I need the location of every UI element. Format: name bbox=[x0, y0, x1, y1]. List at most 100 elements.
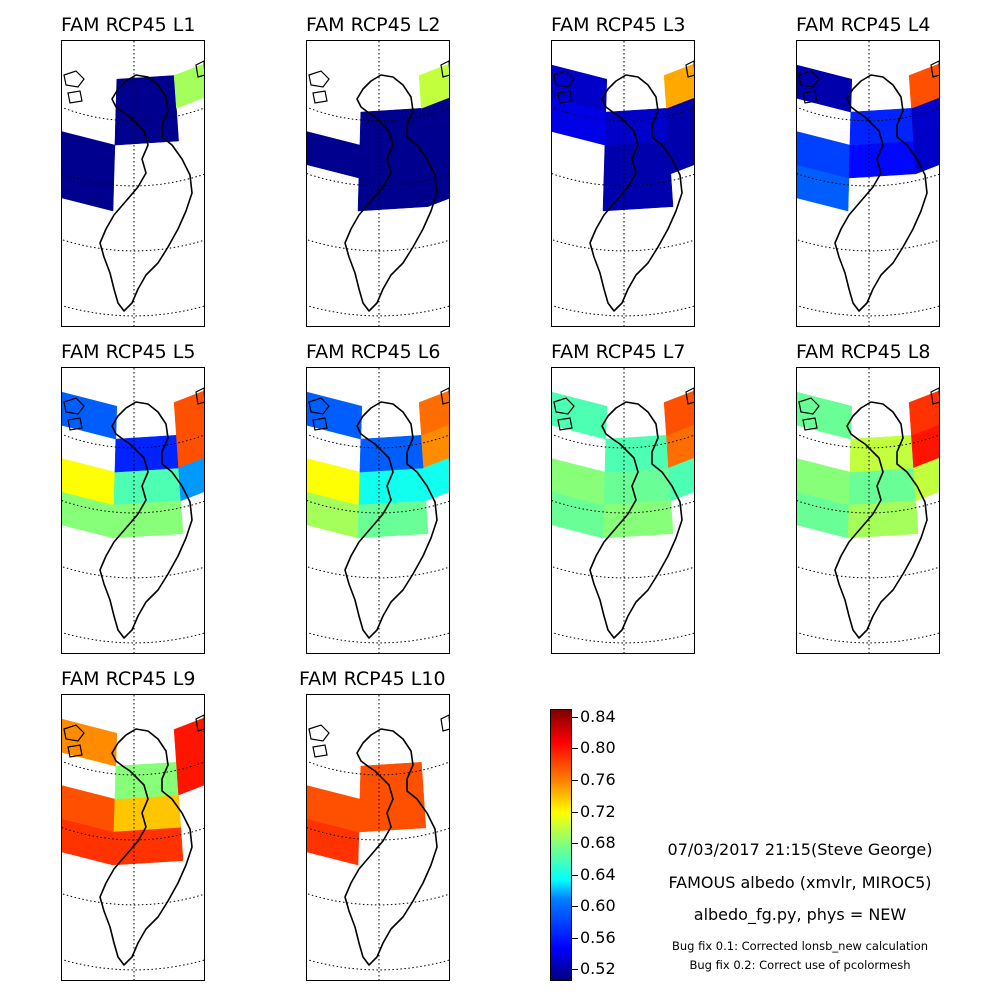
map-svg bbox=[552, 368, 694, 653]
albedo-cell bbox=[847, 500, 919, 539]
island-outline bbox=[308, 70, 330, 88]
latitude-line bbox=[797, 566, 939, 579]
map-plot bbox=[61, 367, 205, 654]
greenland-coastline bbox=[589, 401, 683, 639]
island-outline bbox=[67, 744, 83, 758]
map-svg bbox=[797, 368, 939, 653]
map-plot bbox=[306, 694, 450, 981]
island-outline bbox=[802, 90, 818, 104]
island-outline bbox=[195, 714, 204, 732]
albedo-cell bbox=[797, 64, 853, 113]
colorbar-tick bbox=[572, 748, 578, 750]
greenland-coastline bbox=[99, 74, 193, 312]
albedo-cell bbox=[552, 391, 608, 440]
panel-title: FAM RCP45 L2 bbox=[306, 14, 441, 36]
map-plot bbox=[551, 40, 695, 327]
island-outline bbox=[553, 70, 575, 88]
albedo-cell bbox=[176, 424, 204, 469]
albedo-cell bbox=[911, 97, 939, 142]
albedo-cell bbox=[663, 390, 694, 436]
colorbar-tick bbox=[572, 843, 578, 844]
island-outline bbox=[930, 60, 939, 78]
panel-title: FAM RCP45 L5 bbox=[61, 341, 196, 363]
albedo-cell bbox=[173, 390, 204, 436]
island-outline bbox=[930, 387, 939, 405]
albedo-cell bbox=[62, 391, 118, 440]
map-svg bbox=[62, 368, 204, 653]
map-svg bbox=[552, 41, 694, 326]
albedo-cell bbox=[908, 63, 939, 109]
island-outline bbox=[312, 744, 328, 758]
greenland-coastline bbox=[344, 728, 438, 966]
albedo-cell bbox=[307, 391, 363, 440]
island-outline bbox=[63, 70, 85, 88]
island-outline bbox=[798, 70, 820, 88]
map-plot bbox=[306, 367, 450, 654]
albedo-cell bbox=[357, 500, 429, 539]
albedo-cell bbox=[176, 751, 204, 796]
panel-title: FAM RCP45 L6 bbox=[306, 341, 441, 363]
map-svg bbox=[307, 368, 449, 653]
colorbar-tick bbox=[572, 780, 578, 781]
latitude-line bbox=[307, 239, 449, 252]
panel-title: FAM RCP45 L7 bbox=[551, 341, 686, 363]
latitude-line bbox=[307, 566, 449, 579]
map-plot bbox=[551, 367, 695, 654]
island-outline bbox=[195, 387, 204, 405]
panel-title: FAM RCP45 L1 bbox=[61, 14, 196, 36]
albedo-cell bbox=[602, 173, 674, 212]
latitude-line bbox=[797, 239, 939, 252]
greenland-coastline bbox=[834, 401, 928, 639]
colorbar-tick-label: 0.76 bbox=[580, 770, 616, 789]
island-outline bbox=[308, 724, 330, 742]
colorbar-tick-label: 0.60 bbox=[580, 896, 616, 916]
greenland-coastline bbox=[834, 74, 928, 312]
colorbar-tick-label: 0.72 bbox=[580, 801, 616, 821]
colorbar bbox=[550, 709, 572, 981]
script-text: albedo_fg.py, phys = NEW bbox=[693, 905, 907, 924]
albedo-cell bbox=[425, 164, 449, 207]
island-outline bbox=[440, 60, 449, 78]
panel-title: FAM RCP45 L3 bbox=[551, 14, 686, 36]
map-plot bbox=[796, 367, 940, 654]
latitude-line bbox=[307, 893, 449, 906]
colorbar-tick bbox=[572, 811, 578, 813]
map-svg bbox=[62, 41, 204, 326]
latitude-line bbox=[552, 566, 694, 579]
albedo-cell bbox=[663, 63, 694, 109]
island-outline bbox=[63, 724, 85, 742]
albedo-cell bbox=[421, 424, 449, 469]
albedo-cell bbox=[307, 131, 361, 179]
colorbar-tick-label: 0.64 bbox=[580, 864, 616, 884]
map-svg bbox=[307, 41, 449, 326]
colorbar-tick bbox=[572, 969, 578, 971]
map-svg bbox=[797, 41, 939, 326]
map-svg bbox=[62, 695, 204, 980]
albedo-cell bbox=[62, 718, 118, 767]
island-outline bbox=[685, 387, 694, 405]
latitude-line bbox=[62, 239, 204, 252]
island-outline bbox=[67, 90, 83, 104]
island-outline bbox=[798, 397, 820, 415]
island-outline bbox=[553, 397, 575, 415]
map-plot bbox=[306, 40, 450, 327]
greenland-coastline bbox=[99, 728, 193, 966]
panel-title: FAM RCP45 L8 bbox=[796, 341, 931, 363]
island-outline bbox=[557, 90, 573, 104]
colorbar-tick-label: 0.84 bbox=[580, 706, 616, 726]
island-outline bbox=[312, 417, 328, 431]
panel-title: FAM RCP45 L10 bbox=[299, 668, 446, 690]
colorbar-tick bbox=[572, 906, 578, 908]
albedo-cell bbox=[602, 500, 674, 539]
colorbar-tick-label: 0.68 bbox=[580, 833, 616, 852]
island-outline bbox=[312, 90, 328, 104]
colorbar-tick bbox=[572, 874, 578, 876]
bugfix-2-text: Bug fix 0.2: Correct use of pcolormesh bbox=[689, 958, 911, 972]
panel-title: FAM RCP45 L4 bbox=[796, 14, 931, 36]
albedo-cell bbox=[173, 717, 204, 763]
greenland-coastline bbox=[99, 401, 193, 639]
albedo-cell bbox=[173, 63, 204, 109]
bugfix-1-text: Bug fix 0.1: Corrected lonsb_new calcula… bbox=[671, 939, 929, 953]
albedo-cell bbox=[418, 63, 449, 109]
model-text: FAMOUS albedo (xmvlr, MIROC5) bbox=[668, 873, 932, 892]
